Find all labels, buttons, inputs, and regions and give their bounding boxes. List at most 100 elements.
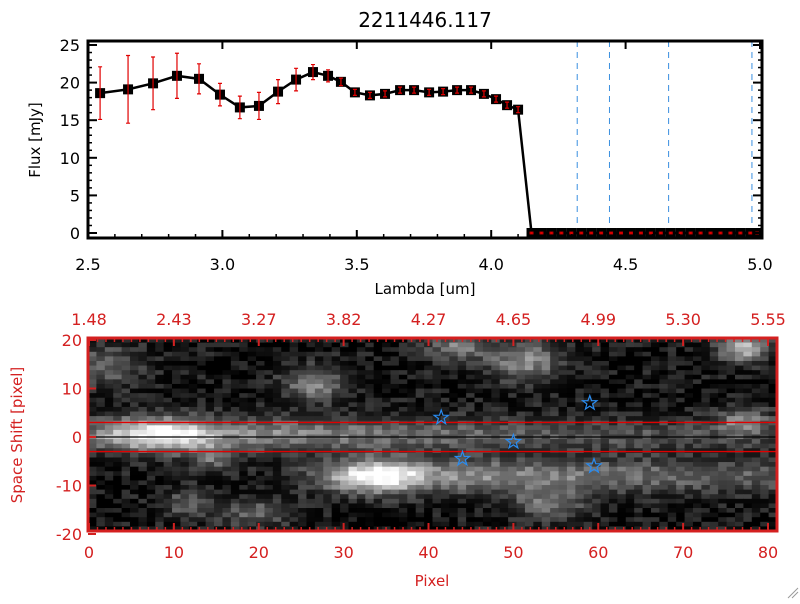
error-bar [326, 69, 331, 83]
top-x-tick-label: 2.43 [156, 310, 192, 329]
y-tick-label: 0 [72, 428, 82, 447]
x-tick-label: 4.0 [478, 255, 503, 274]
error-bar [383, 90, 388, 98]
error-bar [628, 231, 633, 235]
star-marker [580, 393, 599, 411]
error-bar [505, 101, 510, 109]
error-bar [174, 52, 179, 99]
y-tick-label: 20 [62, 331, 82, 350]
error-bar [569, 231, 574, 235]
x-tick-label: 10 [164, 543, 184, 562]
error-bar [619, 231, 624, 235]
error-bar [126, 54, 131, 124]
resize-grip-icon[interactable] [787, 587, 799, 599]
error-bar [412, 86, 417, 94]
y-tick-label: -10 [56, 477, 82, 496]
error-bar [516, 106, 521, 114]
error-bar [609, 231, 614, 235]
top-x-tick-label: 5.55 [750, 310, 786, 329]
x-tick-label: 4.5 [613, 255, 638, 274]
x-tick-label: 50 [503, 543, 523, 562]
error-bar [668, 231, 673, 235]
x-tick-label: 0 [84, 543, 94, 562]
top-x-tick-label: 4.65 [496, 310, 532, 329]
y-tick-label: 10 [62, 380, 82, 399]
error-bar [708, 231, 713, 235]
error-bar [217, 82, 222, 107]
star-marker [453, 449, 472, 467]
top-x-tick-label: 3.27 [241, 310, 277, 329]
top-y-axis-label: Flux [mJy] [26, 102, 44, 178]
error-bar [589, 231, 594, 235]
error-bar [98, 66, 103, 121]
star-marker [585, 456, 603, 474]
x-tick-label: 70 [673, 543, 693, 562]
x-tick-label: 3.5 [344, 255, 369, 274]
error-bar [276, 78, 281, 105]
spectrum-image-pixels [88, 338, 778, 532]
y-tick-label: 0 [70, 224, 80, 243]
star-marker [432, 408, 451, 426]
error-bar [529, 231, 534, 235]
error-bar [441, 88, 446, 96]
bottom-y-axis-label: Space Shift [pixel] [8, 367, 26, 504]
error-bar [549, 231, 554, 235]
error-bar [638, 231, 643, 235]
error-bar [256, 91, 261, 121]
top-x-tick-label: 4.99 [580, 310, 616, 329]
error-bar [648, 231, 653, 235]
error-bar [237, 95, 242, 120]
y-tick-label: -20 [56, 525, 82, 544]
error-bar [728, 231, 733, 235]
error-bar [427, 88, 432, 96]
x-tick-label: 3.0 [210, 255, 235, 274]
chart-title: 2211446.117 [358, 8, 492, 32]
error-bar [455, 86, 460, 94]
error-bar [738, 231, 743, 235]
error-bar [678, 231, 683, 235]
error-bar [294, 67, 299, 92]
error-bar [688, 231, 693, 235]
y-tick-label: 20 [60, 74, 80, 93]
error-bar [748, 231, 753, 235]
x-tick-label: 5.0 [747, 255, 772, 274]
error-bar [559, 231, 564, 235]
top-x-tick-label: 1.48 [71, 310, 107, 329]
error-bar [197, 63, 202, 95]
top-x-tick-label: 4.27 [411, 310, 447, 329]
x-tick-label: 40 [418, 543, 438, 562]
error-bar [310, 63, 315, 81]
error-bar [539, 231, 544, 235]
y-tick-label: 25 [60, 36, 80, 55]
top-x-axis-label: Lambda [um] [375, 280, 476, 298]
spectrum-image-plot: 0 1.48 10 2.43 20 3.27 30 3.82 40 4.27 50 4.65 60 4.9… [56, 310, 786, 562]
bottom-x-axis-label: Pixel [415, 572, 450, 590]
error-bar [658, 231, 663, 235]
error-bar [698, 231, 703, 235]
star-marker [504, 432, 523, 450]
top-x-tick-label: 5.30 [665, 310, 701, 329]
error-bar [352, 88, 357, 96]
y-tick-label: 5 [70, 186, 80, 205]
error-bar [579, 231, 584, 235]
plot-frame [86, 336, 779, 533]
x-tick-label: 30 [333, 543, 353, 562]
error-bar [151, 56, 156, 111]
x-tick-label: 80 [758, 543, 778, 562]
y-tick-label: 10 [60, 149, 80, 168]
error-bar [338, 77, 343, 87]
top-x-tick-label: 3.82 [326, 310, 362, 329]
error-bar [599, 231, 604, 235]
error-bar [398, 86, 403, 94]
y-tick-label: 15 [60, 111, 80, 130]
x-tick-label: 20 [249, 543, 269, 562]
plot-frame [86, 39, 764, 240]
x-tick-label: 60 [588, 543, 608, 562]
x-tick-label: 2.5 [75, 255, 100, 274]
flux-plot: 2.5 3.0 3.5 4.0 4.5 5.0 0 5 10 15 20 25 [60, 36, 773, 274]
error-bar [469, 86, 474, 94]
error-bar [367, 91, 372, 99]
error-bar [718, 231, 723, 235]
error-bar [494, 95, 499, 103]
